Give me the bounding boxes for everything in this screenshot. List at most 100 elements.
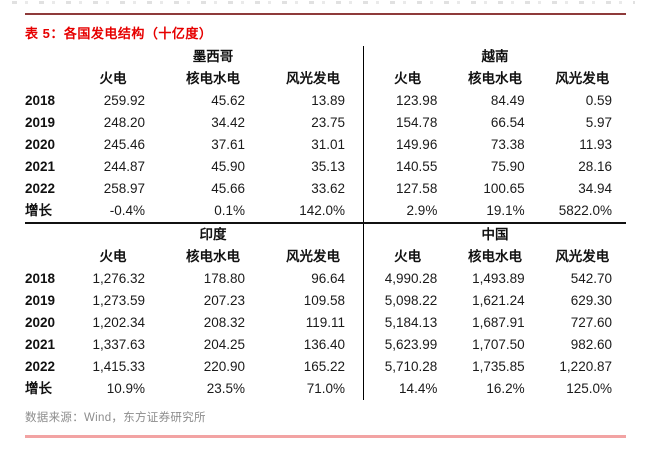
table-row: 增长 10.9% 23.5% 71.0% 14.4% 16.2% 125.0% [25,378,626,400]
value-cell: 258.97 [103,181,145,196]
header-group-left: 火电 核电水电 风光发电 [63,68,363,90]
row-label: 2022 [25,181,56,196]
column-header: 风光发电 [555,249,610,264]
value-cell: 45.90 [211,159,245,174]
value-cell: 1,202.34 [92,315,145,330]
table-title: 表 5：各国发电结构（十亿度） [25,26,213,41]
value-group-right: 5,710.28 1,735.85 1,220.87 [363,356,626,378]
row-label: 2019 [25,115,56,130]
column-header-row: 火电 核电水电 风光发电 火电 核电水电 风光发电 [25,246,626,268]
value-cell: 45.66 [211,181,245,196]
value-cell: 5,098.22 [384,293,438,308]
country-name: 越南 [481,49,509,64]
value-group-right: 5,184.13 1,687.91 727.60 [363,312,626,334]
value-cell: 45.62 [211,93,245,108]
value-cell: 34.42 [211,115,245,130]
value-cell: 244.87 [103,159,145,174]
value-cell: 125.0% [566,381,612,396]
value-cell: 178.80 [203,271,245,286]
value-cell: 982.60 [570,337,612,352]
column-header: 火电 [394,71,422,86]
table-section: 印度 中国火电 核电水电 风光发电 火电 核电水电 风光发电 2018 1,276.32 178.… [25,224,626,400]
row-label: 2020 [25,137,56,152]
value-cell: 71.0% [306,381,345,396]
value-cell: 154.78 [396,115,438,130]
country-header-row: 印度 中国 [25,224,626,246]
value-cell: 66.54 [490,115,525,130]
value-cell: 119.11 [305,315,345,330]
value-cell: 207.23 [203,293,245,308]
value-cell: 19.1% [486,203,525,218]
value-group-right: 154.78 66.54 5.97 [363,112,626,134]
header-group-left: 火电 核电水电 风光发电 [63,246,363,268]
value-cell: 5,184.13 [384,315,438,330]
value-group-right: 2.9% 19.1% 5822.0% [363,200,626,222]
row-label-spacer [25,68,63,90]
value-cell: 75.90 [490,159,525,174]
column-header-row: 火电 核电水电 风光发电 火电 核电水电 风光发电 [25,68,626,90]
value-cell: 1,621.24 [472,293,525,308]
column-header: 核电水电 [186,71,240,86]
value-cell: 5,710.28 [384,359,438,374]
value-cell: 542.70 [570,271,612,286]
table-row: 2022 1,415.33 220.90 165.22 5,710.28 1,735.85… [25,356,626,378]
value-cell: 245.46 [103,137,145,152]
column-header: 火电 [394,249,422,264]
value-group-left: 1,273.59 207.23 109.58 [63,290,363,312]
value-group-left: 258.97 45.66 33.62 [63,178,363,200]
value-cell: 1,735.85 [472,359,525,374]
value-cell: 1,707.50 [472,337,525,352]
country-group-left: 印度 [63,224,363,246]
value-cell: 259.92 [103,93,145,108]
table-section: 墨西哥 越南 火电 核电水电 风光发电 火电 核电水电 风光发电 2018 259.92 45.62… [25,46,626,222]
table-row: 2018 1,276.32 178.80 96.64 4,990.28 1,493.89 5… [25,268,626,290]
value-cell: 5822.0% [558,203,612,218]
value-cell: 1,220.87 [559,359,612,374]
value-cell: 248.20 [103,115,145,130]
value-cell: 1,276.32 [92,271,145,286]
value-cell: 1,337.63 [92,337,145,352]
table-row: 2020 1,202.34 208.32 119.11 5,184.13 1,687.91… [25,312,626,334]
row-label-spacer [25,224,63,246]
value-cell: 13.89 [311,93,345,108]
row-label: 2020 [25,315,56,330]
value-cell: 149.96 [396,137,438,152]
cropped-text-remnant [12,1,635,4]
value-cell: 165.22 [303,359,345,374]
value-group-right: 5,098.22 1,621.24 629.30 [363,290,626,312]
header-group-right: 火电 核电水电 风光发电 [363,246,626,268]
table-row: 2018 259.92 45.62 13.89 123.98 84.49 0.59 [25,90,626,112]
table-row: 2021 1,337.63 204.25 136.40 5,623.99 1,707.50… [25,334,626,356]
country-name: 中国 [481,227,509,242]
value-group-right: 123.98 84.49 0.59 [363,90,626,112]
row-label: 2018 [25,93,56,108]
value-cell: 5.97 [585,115,612,130]
value-cell: 142.0% [299,203,345,218]
value-cell: 1,687.91 [472,315,525,330]
value-cell: 629.30 [570,293,612,308]
table-row: 2022 258.97 45.66 33.62 127.58 100.65 34.94 [25,178,626,200]
table-row: 2020 245.46 37.61 31.01 149.96 73.38 11.93 [25,134,626,156]
value-cell: 37.61 [211,137,245,152]
row-label: 增长 [25,381,52,396]
column-header: 风光发电 [286,71,340,86]
value-cell: 140.55 [396,159,438,174]
country-group-right: 中国 [363,224,626,246]
table-row: 2021 244.87 45.90 35.13 140.55 75.90 28.16 [25,156,626,178]
value-group-left: 248.20 34.42 23.75 [63,112,363,134]
value-cell: 220.90 [203,359,245,374]
value-group-right: 127.58 100.65 34.94 [363,178,626,200]
value-group-right: 14.4% 16.2% 125.0% [363,378,626,400]
row-label-spacer [25,46,63,68]
value-group-left: 1,202.34 208.32 119.11 [63,312,363,334]
row-label: 2018 [25,271,56,286]
column-header: 核电水电 [467,71,522,86]
value-cell: 0.59 [585,93,612,108]
value-cell: 1,493.89 [472,271,525,286]
value-group-left: 259.92 45.62 13.89 [63,90,363,112]
page-bottom-rule [25,435,626,438]
value-cell: 10.9% [106,381,145,396]
value-cell: 31.01 [311,137,345,152]
column-header: 风光发电 [286,249,340,264]
value-group-right: 149.96 73.38 11.93 [363,134,626,156]
